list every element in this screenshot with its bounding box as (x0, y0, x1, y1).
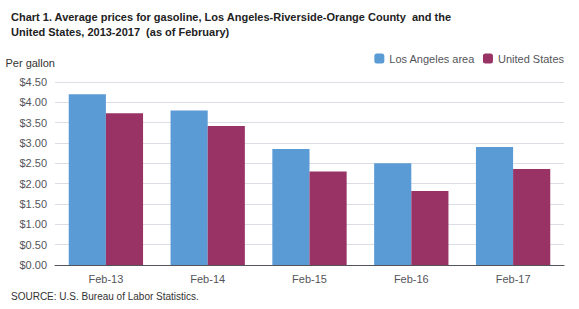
svg-text:$1.50: $1.50 (19, 198, 47, 210)
svg-text:Feb-13: Feb-13 (88, 273, 123, 285)
svg-text:Los Angeles area: Los Angeles area (389, 53, 475, 65)
svg-text:SOURCE: U.S. Bureau of Labor S: SOURCE: U.S. Bureau of Labor Statistics. (11, 291, 199, 302)
svg-text:$4.00: $4.00 (19, 96, 47, 108)
svg-text:Chart 1. Average prices for ga: Chart 1. Average prices for gasoline, Lo… (11, 11, 451, 23)
svg-text:Feb-15: Feb-15 (292, 273, 327, 285)
svg-text:Feb-17: Feb-17 (496, 273, 531, 285)
svg-text:$3.50: $3.50 (19, 117, 47, 129)
svg-text:$4.50: $4.50 (19, 76, 47, 88)
svg-text:Feb-14: Feb-14 (190, 273, 225, 285)
svg-text:United States, 2013-2017 (as: United States, 2013-2017 (as of February… (11, 26, 230, 38)
svg-text:$0.00: $0.00 (19, 259, 47, 271)
svg-text:Feb-16: Feb-16 (394, 273, 429, 285)
svg-text:$3.00: $3.00 (19, 137, 47, 149)
svg-text:$2.00: $2.00 (19, 178, 47, 190)
svg-text:United States: United States (498, 53, 565, 65)
svg-text:$1.00: $1.00 (19, 218, 47, 230)
svg-text:$2.50: $2.50 (19, 157, 47, 169)
svg-text:Per gallon: Per gallon (5, 57, 55, 69)
svg-text:$0.50: $0.50 (19, 239, 47, 251)
